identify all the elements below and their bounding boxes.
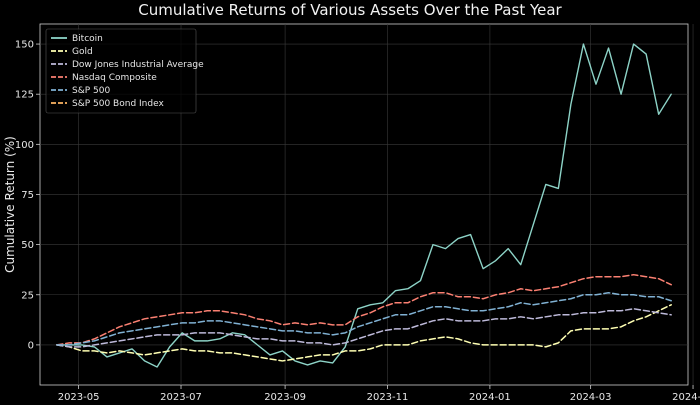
series-line-dow-jones-industrial-average xyxy=(56,308,672,348)
x-tick-label: 2023-05 xyxy=(58,392,100,403)
y-axis-label: Cumulative Return (%) xyxy=(3,136,17,273)
x-tick-label: 2023-11 xyxy=(367,392,409,403)
series-line-bitcoin xyxy=(56,43,672,368)
legend: Bitcoin Gold Dow Jones Industrial Average N… xyxy=(45,28,204,114)
legend-label: S&P 500 Bond Index xyxy=(72,99,164,109)
y-tick-label: 75 xyxy=(21,190,34,201)
legend-label: Gold xyxy=(72,47,93,57)
legend-label: S&P 500 xyxy=(72,86,110,96)
x-tick-label: 2024-01 xyxy=(469,392,511,403)
x-tick-label: 2024-03 xyxy=(570,392,612,403)
series-line-s-p-500 xyxy=(56,291,672,346)
series-line-nasdaq-composite xyxy=(56,273,672,346)
y-tick-label: 150 xyxy=(15,40,34,51)
x-tick-label: 2023-07 xyxy=(160,392,202,403)
axis-ticks: 0 25 50 75 100 125 150 2023-05 2023-07 2023-09 202… xyxy=(15,40,700,403)
legend-label: Bitcoin xyxy=(72,34,103,44)
legend-label: Nasdaq Composite xyxy=(72,73,157,83)
y-tick-label: 0 xyxy=(28,340,34,351)
y-tick-label: 50 xyxy=(21,240,34,251)
series-line-gold xyxy=(56,304,672,362)
y-tick-label: 25 xyxy=(21,290,34,301)
series-lines xyxy=(56,43,672,368)
x-tick-label: 2024-05 xyxy=(672,392,700,403)
legend-box xyxy=(45,28,197,114)
y-tick-label: 125 xyxy=(15,90,34,101)
y-tick-label: 100 xyxy=(15,140,34,151)
chart-title: Cumulative Returns of Various Assets Ove… xyxy=(138,1,562,19)
legend-label: Dow Jones Industrial Average xyxy=(72,60,204,70)
x-tick-label: 2023-09 xyxy=(264,392,306,403)
